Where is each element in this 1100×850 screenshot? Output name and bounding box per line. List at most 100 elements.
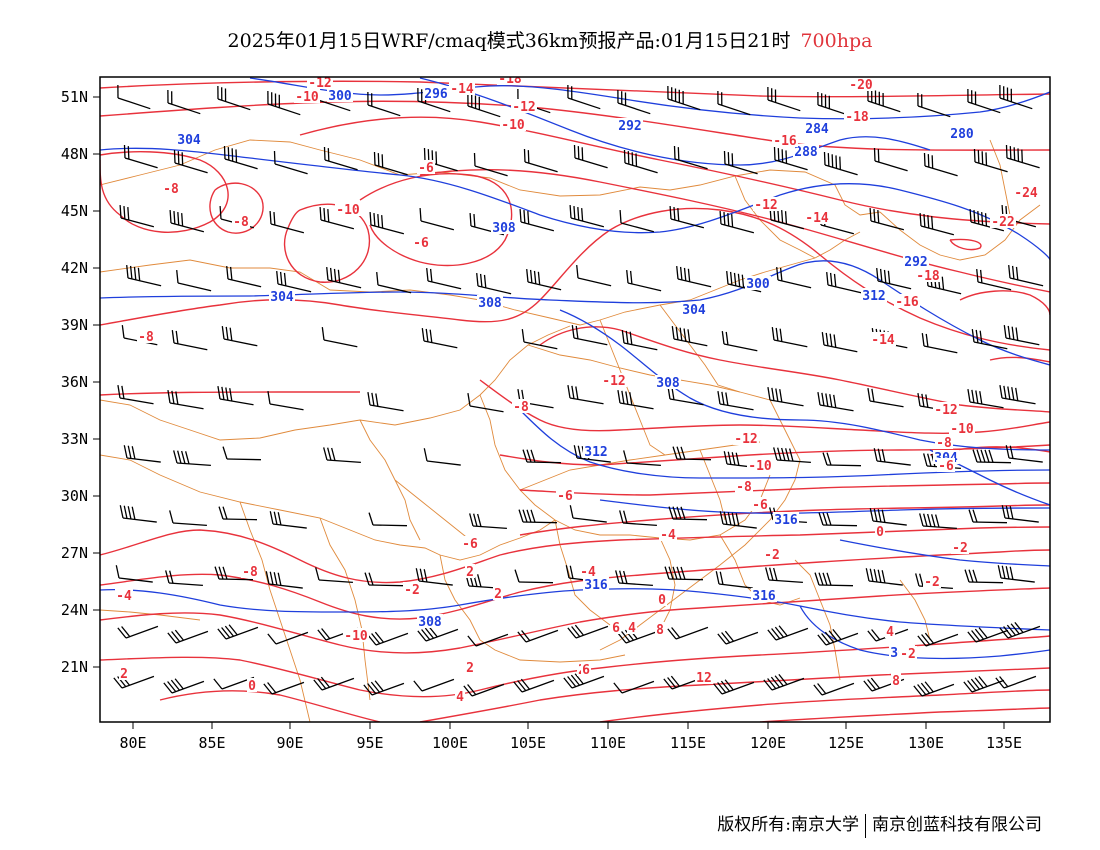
- lon-tick-label: 95E: [356, 734, 383, 752]
- wind-barb-icon: [119, 505, 157, 523]
- wind-barb-icon: [276, 270, 312, 293]
- height-contour-label: 316: [752, 589, 776, 604]
- wind-barb-icon: [221, 326, 258, 347]
- wind-barb-icon: [363, 680, 405, 696]
- temperature-contour-label: -10: [336, 203, 360, 218]
- wind-barb-icon: [873, 147, 908, 172]
- wind-barb-icon: [323, 447, 361, 464]
- temperature-contour-label-bg: [115, 588, 133, 602]
- wind-barb-icon: [576, 264, 612, 287]
- wind-barb-icon: [514, 569, 554, 584]
- wind-barb-icon: [719, 511, 757, 529]
- wind-barb-icon: [867, 388, 904, 408]
- wind-barb-icon: [117, 385, 154, 405]
- lat-tick-label: 39N: [61, 316, 88, 334]
- lat-tick-label: 51N: [61, 88, 88, 106]
- wind-barb-icon: [163, 678, 205, 694]
- temperature-contour-label-bg: [763, 547, 781, 561]
- temperature-contours: [100, 80, 1050, 722]
- temperature-contour-label: -2: [924, 575, 940, 590]
- lon-tick-label: 115E: [670, 734, 706, 752]
- wind-barb-icon: [667, 626, 709, 640]
- wind-barb-icon: [513, 678, 555, 693]
- temperature-contour-label: -4: [116, 589, 132, 604]
- temperature-contour-label-bg: [844, 109, 870, 123]
- temperature-contour-label: -2: [764, 548, 780, 563]
- footer-right: 南京创蓝科技有限公司: [872, 815, 1042, 835]
- temperature-contour-label: 12: [696, 671, 712, 686]
- height-contour-label: 292: [618, 119, 641, 134]
- temperature-contour-label: 0: [248, 679, 256, 694]
- wind-barb-icon: [613, 680, 655, 694]
- wind-barb-icon: [921, 333, 958, 354]
- wind-barb-icon: [923, 152, 958, 177]
- temperature-contour-label-bg: [493, 586, 503, 600]
- height-contour-label: 308: [418, 615, 442, 630]
- temperature-contour-label: -16: [773, 134, 797, 149]
- temperature-contour-label: -12: [734, 432, 757, 447]
- wind-barb-icon: [569, 505, 607, 523]
- wind-barb-icon: [413, 678, 455, 692]
- wind-barb-icon: [617, 628, 659, 644]
- wind-barb-icon: [617, 89, 651, 115]
- wind-barb-icon: [415, 568, 453, 586]
- temperature-contour-label: -6: [938, 459, 954, 474]
- wind-barb-icon: [817, 392, 854, 412]
- temperature-contour-label: 4: [886, 625, 894, 640]
- temperature-contour-label: -12: [512, 100, 535, 115]
- temperature-contour-label-bg: [581, 662, 591, 676]
- wind-barb-icon: [263, 681, 305, 695]
- temperature-contour-label-bg: [772, 133, 798, 147]
- temperature-contour-label-bg: [343, 628, 369, 642]
- temperature-contour-label-bg: [119, 666, 129, 680]
- temperature-contour-label-bg: [949, 421, 975, 435]
- temperature-contour-label: -2: [900, 647, 916, 662]
- wind-barb-icon: [1005, 445, 1043, 463]
- wind-barb-icon: [269, 511, 307, 529]
- lat-tick-label: 48N: [61, 145, 88, 163]
- wind-barb-icon: [323, 146, 358, 171]
- wind-barb-icon: [567, 385, 604, 405]
- wind-barb-icon: [972, 449, 1012, 464]
- wind-barb-icon: [171, 330, 208, 351]
- wind-barb-icon: [169, 510, 207, 527]
- wind-barb-icon: [567, 624, 609, 639]
- lon-tick-label: 105E: [510, 734, 546, 752]
- wind-barb-icon: [669, 205, 705, 229]
- wind-barb-icon: [973, 148, 1008, 173]
- wind-barb-icon: [773, 447, 811, 464]
- temperature-contour-label-bg: [512, 399, 530, 413]
- wind-barb-icon: [619, 510, 657, 527]
- temperature-contour-label-bg: [247, 678, 257, 692]
- temperature-contour-label: 0: [658, 593, 666, 608]
- temperature-contour-label: -6: [752, 498, 768, 513]
- temperature-contour-label-bg: [449, 81, 475, 95]
- wind-barb-icon: [113, 674, 155, 689]
- wind-barb-icon: [672, 446, 712, 461]
- height-contour-label: 304: [177, 133, 201, 148]
- temperature-contour-label: -14: [805, 211, 829, 226]
- wind-barb-icon: [469, 513, 507, 530]
- height-contour-label: 304: [270, 290, 294, 305]
- wind-barb-icon: [767, 625, 809, 641]
- temperature-contour-label-bg: [403, 582, 421, 596]
- wind-barb-icon: [367, 392, 404, 412]
- wind-barb-icon: [969, 208, 1005, 232]
- temperature-contour-label: -20: [849, 78, 873, 93]
- temperature-contour-label-bg: [241, 564, 259, 578]
- temperature-contour-label-bg: [137, 329, 155, 343]
- wind-barb-icon: [967, 389, 1004, 409]
- wind-barb-icon: [167, 89, 201, 115]
- temperature-contour-label-bg: [753, 197, 779, 211]
- wind-barb-icon: [717, 391, 754, 411]
- wind-barb-icon: [218, 506, 258, 521]
- footer-divider: [865, 813, 866, 838]
- wind-barb-icon: [267, 391, 304, 411]
- wind-barb-icon: [517, 629, 559, 643]
- temperature-contour-label-bg: [162, 181, 180, 195]
- temperature-contour-label-bg: [937, 458, 955, 472]
- lat-tick-label: 33N: [61, 430, 88, 448]
- height-contour-label: 312: [584, 445, 607, 460]
- temperature-contour-label: -10: [344, 629, 368, 644]
